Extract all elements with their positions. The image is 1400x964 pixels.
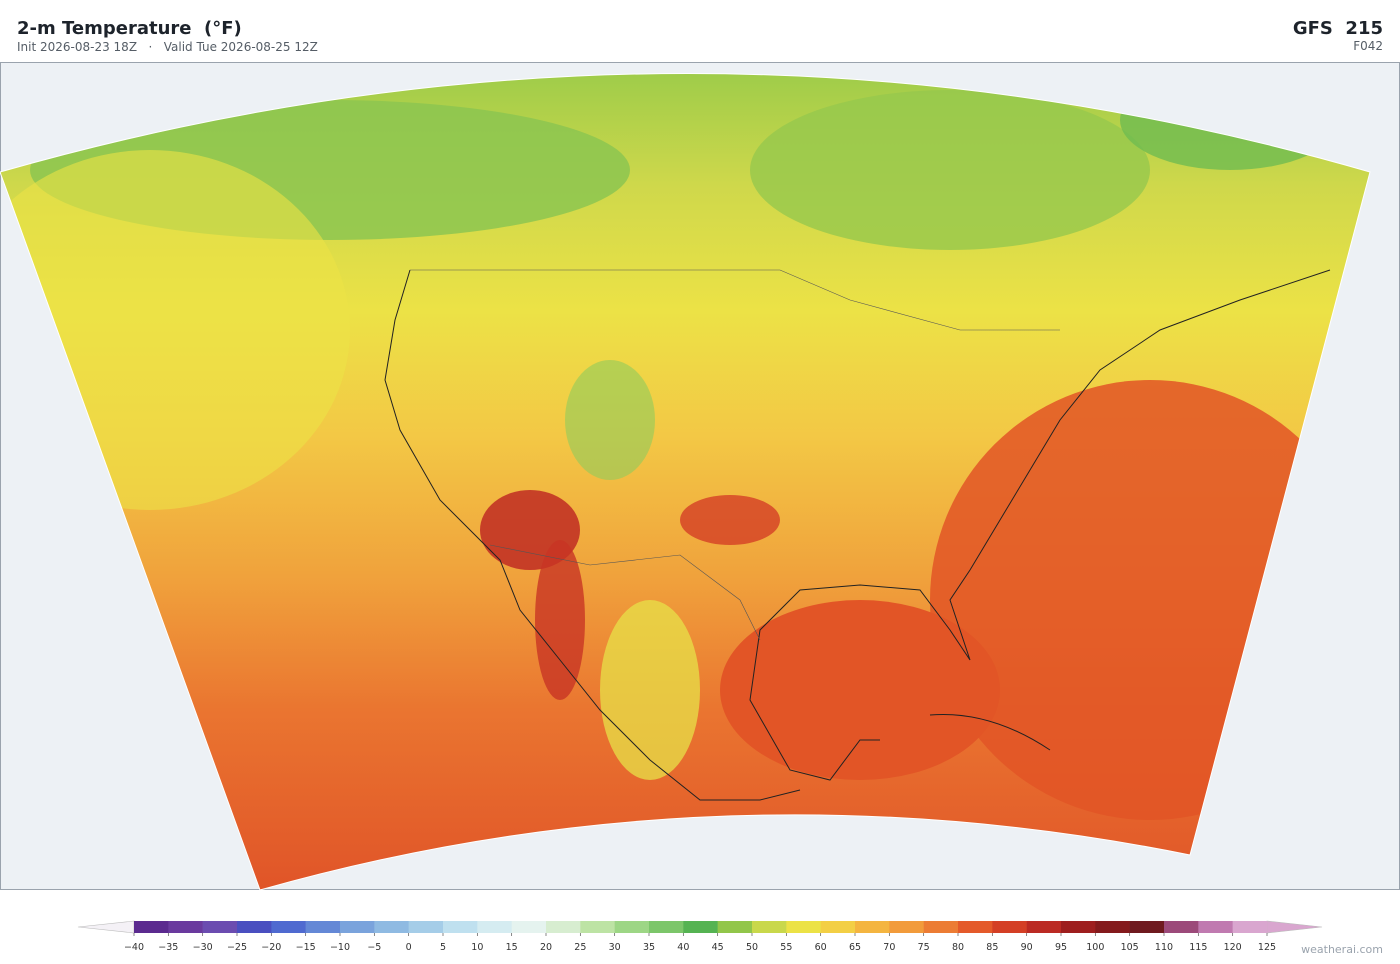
- colorbar-segment: [1095, 921, 1130, 933]
- colorbar-segment: [614, 921, 650, 933]
- colorbar-tick-label: 65: [849, 942, 861, 953]
- colorbar-segment: [408, 921, 444, 933]
- colorbar-tick-label: −40: [124, 942, 144, 953]
- colorbar-tick-label: 5: [440, 942, 446, 953]
- colorbar-tick-label: 45: [712, 942, 724, 953]
- colorbar-segment: [683, 921, 718, 933]
- colorbar-tick-label: −35: [158, 942, 178, 953]
- highland-region: [600, 600, 700, 780]
- colorbar-segment: [1061, 921, 1096, 933]
- colorbar-tick-label: 75: [918, 942, 930, 953]
- colorbar-segment: [202, 921, 238, 933]
- colorbar-segment: [374, 921, 409, 933]
- border: [410, 269, 1060, 331]
- colorbar-segment: [1026, 921, 1062, 933]
- colorbar-tick-label: 30: [609, 942, 621, 953]
- coastline: [384, 269, 801, 801]
- colorbar-tick-label: 10: [471, 942, 483, 953]
- colorbar-tick-label: −25: [227, 942, 247, 953]
- colorbar-segment: [1129, 921, 1165, 933]
- colorbar-segment: [992, 921, 1027, 933]
- credit: weatherai.com: [1301, 943, 1383, 956]
- colorbar-segment: [134, 921, 169, 933]
- colorbar-segment: [168, 921, 203, 933]
- map-subtitle: Init 2026-08-23 18Z · Valid Tue 2026-08-…: [17, 40, 318, 54]
- forecast-hour: F042: [1353, 39, 1383, 53]
- colorbar-segment: [1198, 921, 1233, 933]
- colorbar-segment: [1232, 921, 1268, 933]
- domain-edge: [0, 73, 1371, 891]
- colorbar-tick-label: −15: [296, 942, 316, 953]
- colorbar-segment: [717, 921, 753, 933]
- island: [929, 713, 1051, 751]
- colorbar-tick-label: 0: [406, 942, 412, 953]
- colorbar-tick-label: −30: [193, 942, 213, 953]
- hot-region: [535, 540, 585, 700]
- hot-region: [680, 495, 780, 545]
- colorbar-tick-label: −5: [367, 942, 381, 953]
- colorbar-tick-label: 40: [677, 942, 689, 953]
- colorbar-segment: [786, 921, 821, 933]
- colorbar-segment: [1164, 921, 1199, 933]
- coastline: [749, 269, 1331, 781]
- colorbar-tick-label: 55: [780, 942, 792, 953]
- colorbar-extend-low: [77, 920, 135, 934]
- colorbar-segment: [340, 921, 375, 933]
- colorbar-tick-label: 85: [986, 942, 998, 953]
- border: [489, 544, 761, 641]
- colorbar-extend-high: [1266, 920, 1323, 934]
- colorbar-segment: [820, 921, 856, 933]
- colorbar-segment: [889, 921, 924, 933]
- colorbar-tick-label: 80: [952, 942, 964, 953]
- colorbar-segment: [958, 921, 993, 933]
- colorbar: −40 −35 −30 −25 −20 −15 −10 −5 0 5 10 15 20 25 30 35 40 4…: [77, 920, 1323, 953]
- colorbar-tick-label: 100: [1086, 942, 1104, 953]
- colorbar-tick-label: 25: [574, 942, 586, 953]
- colorbar-tick-label: 125: [1258, 942, 1276, 953]
- colorbar-tick-label: 90: [1021, 942, 1033, 953]
- map-title: 2-m Temperature (°F): [17, 18, 242, 39]
- colorbar-segment: [855, 921, 890, 933]
- colorbar-tick-label: 15: [506, 942, 518, 953]
- model-name: GFS 215: [1293, 18, 1383, 39]
- colorbar-segment: [271, 921, 306, 933]
- gulf-region: [720, 600, 1000, 780]
- colorbar-segment: [443, 921, 478, 933]
- colorbar-segment: [477, 921, 512, 933]
- colorbar-segment: [580, 921, 615, 933]
- colorbar-tick-label: 95: [1055, 942, 1067, 953]
- colorbar-tick-label: 20: [540, 942, 552, 953]
- colorbar-segment: [237, 921, 272, 933]
- colorbar-tick-label: 110: [1155, 942, 1173, 953]
- borders: [410, 269, 1060, 641]
- colorbar-segment: [752, 921, 787, 933]
- colorbar-tick-label: 120: [1224, 942, 1242, 953]
- colorbar-tick-label: 115: [1189, 942, 1207, 953]
- colorbar-tick-label: −10: [330, 942, 350, 953]
- colorbar-tick-label: −20: [261, 942, 281, 953]
- colorbar-tick-label: 70: [883, 942, 895, 953]
- colorbar-segment: [923, 921, 959, 933]
- colorbar-segment: [305, 921, 341, 933]
- colorbar-tick-label: 35: [643, 942, 655, 953]
- cool-region: [750, 90, 1150, 250]
- colorbar-tick-label: 50: [746, 942, 758, 953]
- colorbar-tick-label: 60: [815, 942, 827, 953]
- mountain-region: [565, 360, 655, 480]
- colorbar-tick-label: 105: [1121, 942, 1139, 953]
- coastlines: [384, 269, 1331, 801]
- colorbar-segment: [649, 921, 684, 933]
- colorbar-segment: [546, 921, 581, 933]
- colorbar-segment: [511, 921, 547, 933]
